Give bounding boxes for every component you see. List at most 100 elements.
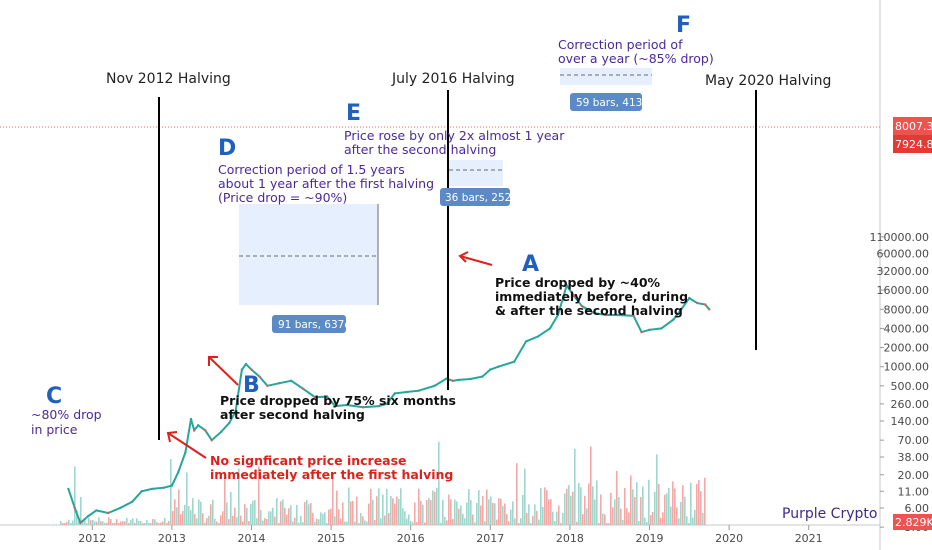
- price-point: [696, 301, 699, 305]
- y-tick-label: 70.00: [898, 434, 930, 447]
- volume-bar: [178, 489, 180, 525]
- y-tick-label: 16000.00: [877, 284, 930, 297]
- volume-bar: [324, 512, 326, 525]
- volume-bar: [236, 517, 238, 525]
- y-tick-label: 60000.00: [877, 248, 930, 261]
- volume-bar: [664, 494, 666, 525]
- volume-bar: [594, 499, 596, 525]
- volume-bar: [584, 495, 586, 525]
- volume-bar: [62, 523, 64, 525]
- price-point: [688, 296, 691, 300]
- volume-bar: [168, 521, 170, 525]
- volume-bar: [210, 504, 212, 525]
- volume-bar: [350, 501, 352, 525]
- badge-d: [272, 315, 346, 333]
- volume-bar: [552, 511, 554, 525]
- price-point: [524, 340, 528, 343]
- volume-bar: [302, 522, 304, 525]
- volume-bar: [108, 517, 110, 525]
- volume-bar: [86, 523, 88, 525]
- volume-bar: [84, 518, 86, 525]
- volume-bar: [314, 522, 316, 525]
- price-point: [616, 313, 619, 317]
- price-tag-current-text: 8007.34: [895, 120, 932, 133]
- letter-e: E: [346, 101, 361, 126]
- volume-bar: [76, 510, 78, 525]
- x-tick-label: 2019: [636, 532, 664, 545]
- letter-b: B: [243, 373, 260, 398]
- volume-bar: [522, 494, 524, 525]
- volume-bar: [530, 523, 532, 525]
- volume-bar: [682, 485, 684, 525]
- volume-bar: [472, 514, 474, 525]
- volume-bar: [110, 519, 112, 525]
- volume-bar: [556, 511, 558, 525]
- volume-bar: [256, 518, 258, 525]
- volume-bar: [428, 497, 430, 525]
- price-point: [704, 303, 707, 306]
- volume-bar: [524, 468, 526, 525]
- volume-bar: [120, 521, 122, 525]
- volume-bar: [562, 513, 564, 525]
- volume-bar: [158, 523, 160, 525]
- volume-bar: [346, 521, 348, 525]
- volume-bar: [212, 499, 214, 525]
- volume-bar: [412, 522, 414, 525]
- volume-bar: [388, 513, 390, 525]
- volume-bar: [288, 508, 290, 525]
- volume-bar: [250, 503, 252, 525]
- price-point: [660, 327, 663, 330]
- volume-bar: [126, 517, 128, 525]
- price-point: [193, 429, 196, 432]
- volume-bar: [70, 523, 72, 525]
- volume-bar: [590, 446, 592, 525]
- volume-bar: [396, 496, 398, 525]
- volume-bar: [570, 495, 572, 525]
- volume-bar: [620, 508, 622, 525]
- volume-bar: [260, 509, 262, 525]
- price-point: [130, 500, 134, 503]
- volume-bar: [532, 515, 534, 525]
- y-tick-label: 1000.00: [884, 361, 930, 374]
- volume-bar: [574, 448, 576, 525]
- volume-bar: [278, 523, 280, 525]
- volume-bar: [142, 523, 144, 525]
- volume-bar: [362, 516, 364, 525]
- volume-bar: [266, 518, 268, 525]
- volume-bar: [230, 491, 232, 525]
- volume-bar: [520, 518, 522, 525]
- volume-bar: [220, 515, 222, 525]
- volume-bar: [650, 515, 652, 525]
- range-d-box: [239, 204, 378, 305]
- volume-bar: [410, 521, 412, 525]
- price-point: [290, 379, 293, 382]
- price-point: [184, 451, 187, 454]
- badge-e: [440, 188, 510, 206]
- volume-bar: [124, 521, 126, 525]
- volume-bar: [336, 490, 338, 525]
- volume-bar: [432, 490, 434, 525]
- y-tick-label: 4000.00: [884, 322, 930, 335]
- volume-bar: [560, 523, 562, 525]
- volume-bar: [356, 496, 358, 525]
- price-point: [648, 328, 651, 331]
- volume-bar: [150, 523, 152, 525]
- volume-bar: [492, 502, 494, 525]
- price-point: [672, 318, 675, 321]
- price-point: [469, 377, 472, 381]
- volume-bar: [602, 513, 604, 525]
- volume-bar: [630, 475, 632, 525]
- price-point: [302, 387, 305, 390]
- volume-bar: [692, 517, 694, 525]
- volume-bar: [334, 516, 336, 525]
- volume-bar: [146, 520, 148, 525]
- volume-bar: [308, 504, 310, 525]
- price-point: [680, 308, 683, 311]
- volume-bar: [248, 521, 250, 525]
- volume-bar: [286, 514, 288, 525]
- price-point: [361, 406, 365, 409]
- volume-bar: [374, 520, 376, 525]
- volume-bar: [460, 505, 462, 525]
- volume-bar: [588, 483, 590, 525]
